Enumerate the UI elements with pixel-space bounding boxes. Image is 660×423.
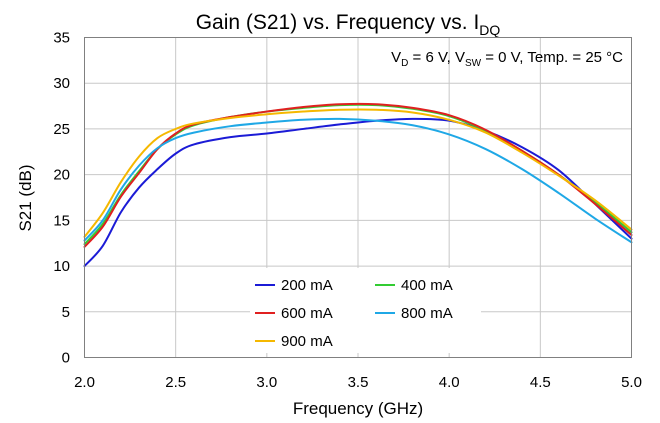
x-tick-label: 4.5 <box>530 374 551 391</box>
y-tick-label: 35 <box>53 30 70 47</box>
series-lines <box>83 102 633 268</box>
y-tick-label: 25 <box>53 121 70 138</box>
legend-label: 400 mA <box>401 277 453 294</box>
legend-item: 200 mA <box>255 277 333 294</box>
x-tick-label: 3.5 <box>348 374 369 391</box>
y-tick-label: 20 <box>53 167 70 184</box>
x-tick-label: 4.0 <box>439 374 460 391</box>
y-tick-labels: 0 5 10 15 20 25 30 35 <box>53 30 70 367</box>
series-line-800-ma <box>83 117 633 244</box>
plot-border <box>84 37 632 358</box>
legend-label: 200 mA <box>281 277 333 294</box>
legend-label: 800 mA <box>401 305 453 322</box>
x-tick-label: 2.5 <box>165 374 186 391</box>
x-tick-label: 2.0 <box>74 374 95 391</box>
legend-label: 900 mA <box>281 333 333 350</box>
y-axis-label: S21 (dB) <box>16 164 35 231</box>
legend-item: 600 mA <box>255 305 333 322</box>
chart-title-main: Gain (S21) vs. Frequency vs. I <box>196 11 480 34</box>
y-tick-label: 10 <box>53 258 70 275</box>
legend-item: 400 mA <box>375 277 453 294</box>
x-axis-label: Frequency (GHz) <box>293 399 423 418</box>
series-line-200-ma <box>83 117 633 268</box>
chart-title-subscript: DQ <box>479 22 500 38</box>
series-line-600-ma <box>83 102 633 248</box>
x-tick-labels: 2.0 2.5 3.0 3.5 4.0 4.5 5.0 <box>74 374 642 391</box>
y-tick-label: 15 <box>53 212 70 229</box>
series-line-900-ma <box>83 108 633 238</box>
x-tick-label: 3.0 <box>256 374 277 391</box>
x-tick-label: 5.0 <box>621 374 642 391</box>
legend-label: 600 mA <box>281 305 333 322</box>
conditions-annotation: VD = 6 V, VSW = 0 V, Temp. = 25 °C <box>391 49 623 69</box>
legend-item: 800 mA <box>375 305 453 322</box>
y-tick-label: 0 <box>62 350 70 367</box>
legend-background <box>250 268 481 353</box>
legend-item: 900 mA <box>255 333 333 350</box>
y-tick-label: 5 <box>62 304 70 321</box>
legend: 200 mA 400 mA 600 mA 800 mA 900 mA <box>250 268 481 353</box>
chart-title: Gain (S21) vs. Frequency vs. IDQ <box>196 11 501 38</box>
y-tick-label: 30 <box>53 75 70 92</box>
